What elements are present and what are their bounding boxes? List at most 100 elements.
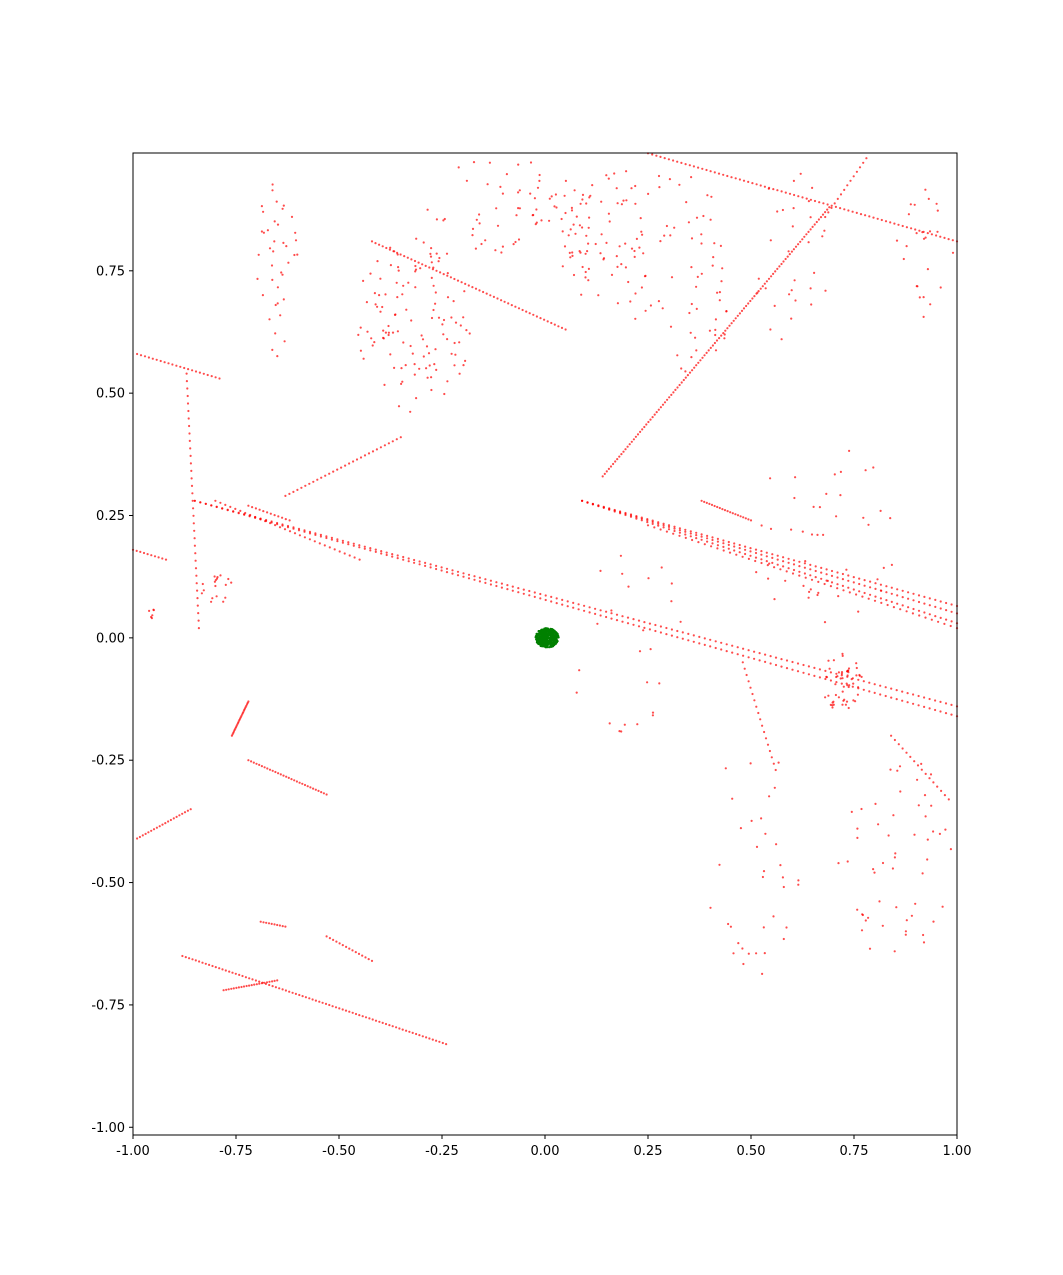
data-point [858, 590, 861, 593]
data-point [634, 292, 637, 295]
data-point [755, 705, 758, 708]
data-point [463, 290, 466, 293]
data-point [641, 233, 644, 236]
data-point [659, 240, 662, 243]
data-point [764, 653, 767, 656]
data-point [201, 582, 204, 586]
data-point [328, 937, 331, 940]
data-point [273, 240, 276, 243]
data-point [271, 348, 274, 351]
data-point [399, 253, 402, 256]
data-point [665, 633, 668, 636]
data-point [634, 184, 637, 188]
data-point [912, 693, 915, 696]
data-point [727, 922, 730, 926]
data-point [577, 608, 580, 611]
data-point [754, 556, 758, 559]
data-point [561, 603, 564, 606]
data-point [535, 208, 538, 211]
data-point [670, 393, 673, 396]
data-point [336, 538, 339, 541]
data-point [210, 504, 213, 507]
data-point [616, 202, 619, 205]
data-point [599, 614, 602, 617]
data-point [435, 269, 438, 272]
data-point [753, 657, 756, 660]
data-point [361, 1015, 364, 1018]
data-point [692, 165, 696, 168]
data-point [831, 701, 834, 704]
data-point [330, 538, 333, 541]
data-point [694, 336, 697, 339]
data-point [670, 582, 673, 585]
data-point [716, 544, 720, 547]
data-point [540, 219, 543, 222]
data-point [287, 776, 290, 780]
data-point [335, 940, 338, 943]
data-point [536, 186, 540, 189]
data-point [802, 671, 805, 674]
data-point [222, 989, 225, 992]
data-point [909, 203, 912, 206]
data-point [757, 711, 760, 715]
data-point [231, 971, 234, 974]
data-point [753, 650, 756, 653]
data-point [851, 210, 854, 213]
data-point [689, 530, 692, 533]
data-point [709, 170, 712, 173]
data-point [247, 700, 250, 703]
data-point [451, 572, 454, 575]
data-point [897, 743, 900, 746]
data-point [814, 565, 817, 568]
data-point [232, 510, 235, 513]
data-point [517, 307, 521, 310]
data-point [402, 555, 405, 559]
data-point [723, 509, 727, 512]
data-point [281, 273, 284, 276]
data-point [917, 600, 921, 604]
data-point [397, 269, 400, 272]
data-point [700, 535, 703, 538]
data-point [867, 523, 870, 526]
data-point [892, 814, 895, 817]
data-point [588, 606, 591, 609]
data-point [434, 291, 437, 294]
data-point [371, 450, 375, 453]
data-point [655, 154, 658, 157]
data-point [187, 417, 190, 420]
data-point [727, 547, 730, 550]
data-point [428, 364, 431, 367]
data-point [890, 586, 893, 589]
x-tick-label: 0.00 [531, 1144, 560, 1159]
data-point [410, 319, 413, 322]
x-tick-label: -0.75 [219, 1144, 253, 1159]
data-point [731, 644, 734, 647]
data-point [809, 563, 812, 567]
data-point [646, 521, 649, 524]
data-point [167, 362, 170, 365]
data-point [431, 1038, 434, 1041]
data-point [263, 981, 266, 984]
data-point [815, 220, 818, 224]
data-point [607, 467, 611, 470]
data-point [895, 689, 898, 692]
data-point [557, 325, 560, 328]
data-point [879, 583, 883, 586]
data-point [621, 620, 624, 623]
data-point [742, 962, 745, 966]
data-point [744, 552, 747, 556]
data-point [382, 336, 385, 339]
data-point [759, 287, 762, 290]
data-point [427, 352, 431, 355]
data-point [322, 792, 325, 795]
data-point [816, 593, 819, 597]
x-tick-label: 0.25 [634, 1144, 663, 1159]
data-point [867, 916, 870, 919]
data-point [283, 340, 286, 343]
data-point [274, 524, 277, 527]
data-point [680, 161, 683, 164]
x-tick-label: 0.50 [737, 1144, 766, 1159]
data-point [539, 635, 542, 638]
data-point [553, 643, 556, 647]
data-point [219, 574, 222, 577]
